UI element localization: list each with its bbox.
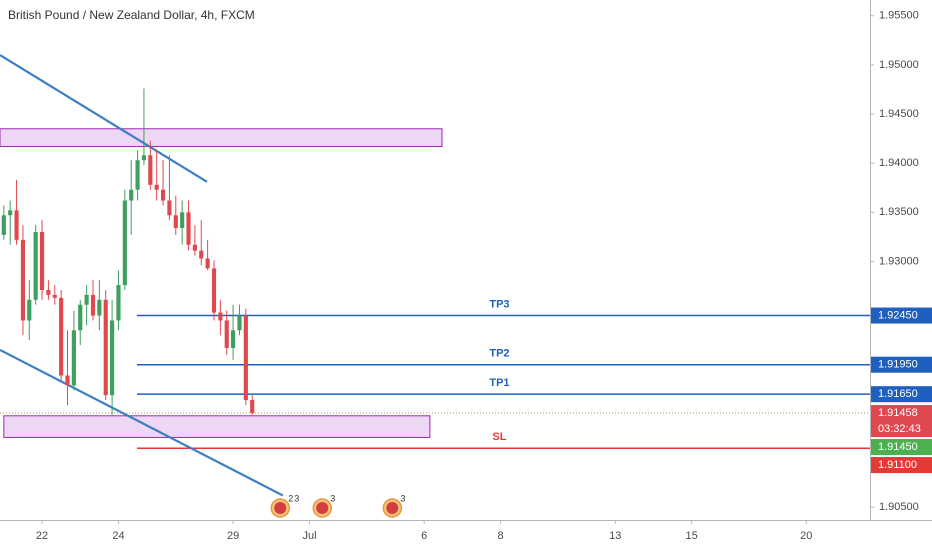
y-tick-label: 1.95000 (879, 59, 919, 71)
price-label-box (871, 386, 932, 403)
candle-body (33, 231, 38, 300)
level-label: TP3 (489, 298, 509, 310)
candle-body (90, 294, 96, 316)
candle-body (237, 315, 242, 331)
price-label: 1.91450 (878, 441, 918, 453)
event-flag (316, 502, 329, 514)
level-label: TP1 (489, 377, 509, 389)
candle-body (46, 289, 51, 295)
candle-body (173, 215, 178, 229)
y-tick-label: 1.94500 (879, 108, 919, 120)
candle-body (250, 400, 255, 414)
level-label: TP2 (489, 348, 509, 360)
candle-body (103, 299, 108, 396)
candle-body (135, 160, 140, 190)
x-tick-label: 8 (498, 530, 504, 542)
candle-body (8, 210, 13, 216)
x-tick-label: 6 (421, 530, 427, 542)
candle-body (231, 330, 236, 348)
y-tick-label: 1.93000 (879, 255, 919, 267)
level-label: SL (492, 431, 506, 443)
candle-body (148, 155, 153, 185)
candle-body (39, 231, 45, 290)
x-tick-label: Jul (303, 530, 317, 542)
zone (0, 128, 443, 147)
candle-body (78, 304, 83, 331)
candle-body (116, 285, 121, 321)
price-label: 1.91100 (878, 459, 917, 471)
candle-body (65, 375, 70, 386)
candle-body (199, 250, 204, 259)
zone (3, 415, 431, 438)
candle-body (211, 268, 217, 313)
candle-body (71, 330, 76, 386)
candle-body (243, 315, 248, 401)
candle-body (224, 320, 229, 348)
x-tick-label: 29 (227, 530, 239, 542)
price-label-box (871, 307, 932, 324)
price-label: 1.91950 (878, 359, 918, 371)
candle-body (186, 212, 191, 245)
price-label-box (871, 356, 932, 373)
chart-title: British Pound / New Zealand Dollar, 4h, … (8, 8, 255, 22)
x-tick-label: 15 (686, 530, 698, 542)
event-flag (386, 502, 399, 514)
candle-body (192, 244, 197, 251)
event-count: 3 (330, 493, 335, 503)
y-tick-label: 1.93500 (879, 206, 919, 218)
event-count: 2 (288, 493, 293, 503)
y-tick-label: 1.95500 (879, 10, 919, 22)
trend-line (0, 54, 208, 183)
candle-body (14, 210, 19, 240)
price-label-box (871, 405, 932, 438)
trend-line (0, 348, 284, 497)
x-tick-label: 13 (609, 530, 621, 542)
price-label-box (871, 457, 932, 474)
x-tick-label: 24 (112, 530, 124, 542)
candle-body (97, 299, 102, 316)
candle-body (27, 299, 32, 321)
event-flag (274, 502, 287, 514)
x-tick-label: 22 (36, 530, 48, 542)
candle-body (167, 200, 172, 216)
candle-body (154, 184, 159, 190)
candle-body (205, 258, 210, 269)
event-count: 3 (294, 493, 299, 503)
price-label-box (871, 439, 932, 456)
price-label: 1.91458 (878, 407, 918, 419)
price-label: 1.91650 (878, 388, 918, 400)
candle-body (20, 239, 25, 321)
x-tick-label: 20 (800, 530, 812, 542)
candle-body (52, 294, 57, 298)
candle-body (141, 155, 147, 161)
candle-body (122, 200, 127, 286)
event-count: 3 (400, 493, 405, 503)
candle-body (59, 297, 64, 376)
price-label: 1.92450 (878, 309, 918, 321)
candle-body (218, 312, 223, 321)
candle-body (180, 212, 185, 229)
countdown: 03:32:43 (878, 423, 921, 435)
candle-body (129, 189, 134, 201)
candle-body (84, 294, 89, 305)
y-tick-label: 1.90500 (879, 501, 919, 513)
candle-body (1, 215, 6, 235)
candle-body (110, 320, 115, 396)
candle-body (160, 189, 166, 201)
y-tick-label: 1.94000 (879, 157, 919, 169)
